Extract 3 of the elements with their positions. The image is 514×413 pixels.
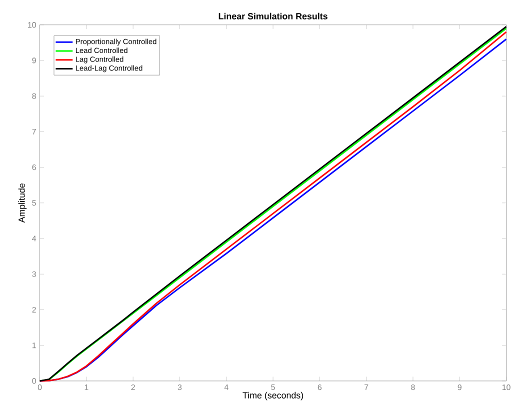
chart-title: Linear Simulation Results (218, 12, 328, 20)
y-axis-title: Amplitude (18, 184, 27, 223)
x-axis-title: Time (seconds) (242, 392, 304, 400)
